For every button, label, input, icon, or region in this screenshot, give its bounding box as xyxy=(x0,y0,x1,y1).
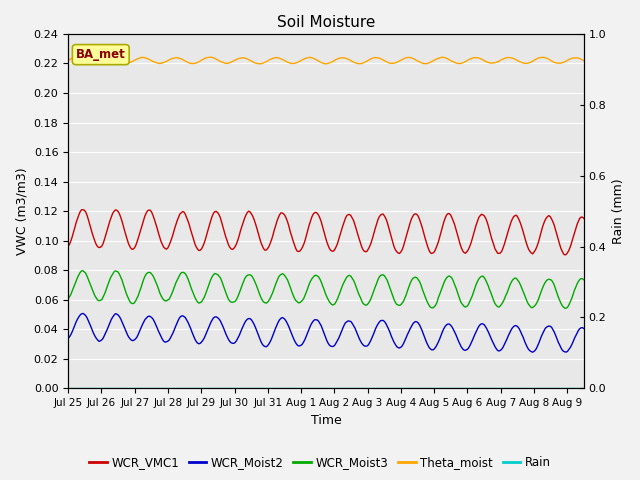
X-axis label: Time: Time xyxy=(310,414,341,427)
Legend: WCR_VMC1, WCR_Moist2, WCR_Moist3, Theta_moist, Rain: WCR_VMC1, WCR_Moist2, WCR_Moist3, Theta_… xyxy=(84,452,556,474)
Y-axis label: Rain (mm): Rain (mm) xyxy=(612,179,625,244)
Title: Soil Moisture: Soil Moisture xyxy=(277,15,375,30)
Y-axis label: VWC (m3/m3): VWC (m3/m3) xyxy=(15,168,28,255)
Text: BA_met: BA_met xyxy=(76,48,125,61)
